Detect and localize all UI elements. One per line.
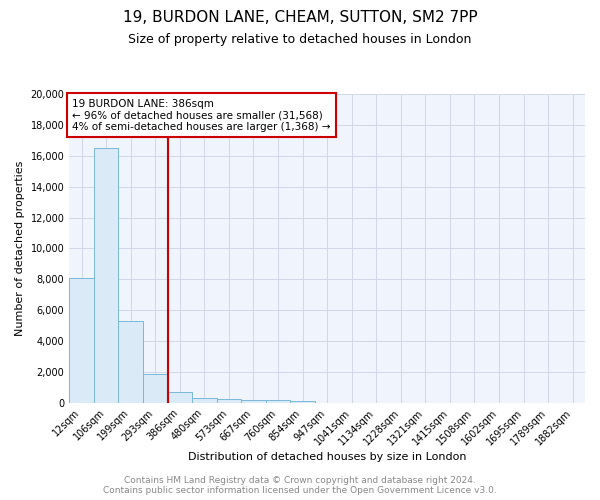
Bar <box>192 398 217 403</box>
Bar <box>241 400 266 403</box>
Bar <box>118 321 143 403</box>
Text: Contains HM Land Registry data © Crown copyright and database right 2024.
Contai: Contains HM Land Registry data © Crown c… <box>103 476 497 495</box>
Y-axis label: Number of detached properties: Number of detached properties <box>15 160 25 336</box>
Bar <box>217 399 241 403</box>
Bar <box>143 374 167 403</box>
Bar <box>167 392 192 403</box>
Text: Size of property relative to detached houses in London: Size of property relative to detached ho… <box>128 32 472 46</box>
Text: 19 BURDON LANE: 386sqm
← 96% of detached houses are smaller (31,568)
4% of semi-: 19 BURDON LANE: 386sqm ← 96% of detached… <box>72 98 331 132</box>
Bar <box>69 278 94 403</box>
Bar <box>94 148 118 403</box>
X-axis label: Distribution of detached houses by size in London: Distribution of detached houses by size … <box>188 452 466 462</box>
Text: 19, BURDON LANE, CHEAM, SUTTON, SM2 7PP: 19, BURDON LANE, CHEAM, SUTTON, SM2 7PP <box>122 10 478 25</box>
Bar <box>266 400 290 403</box>
Bar <box>290 400 315 403</box>
